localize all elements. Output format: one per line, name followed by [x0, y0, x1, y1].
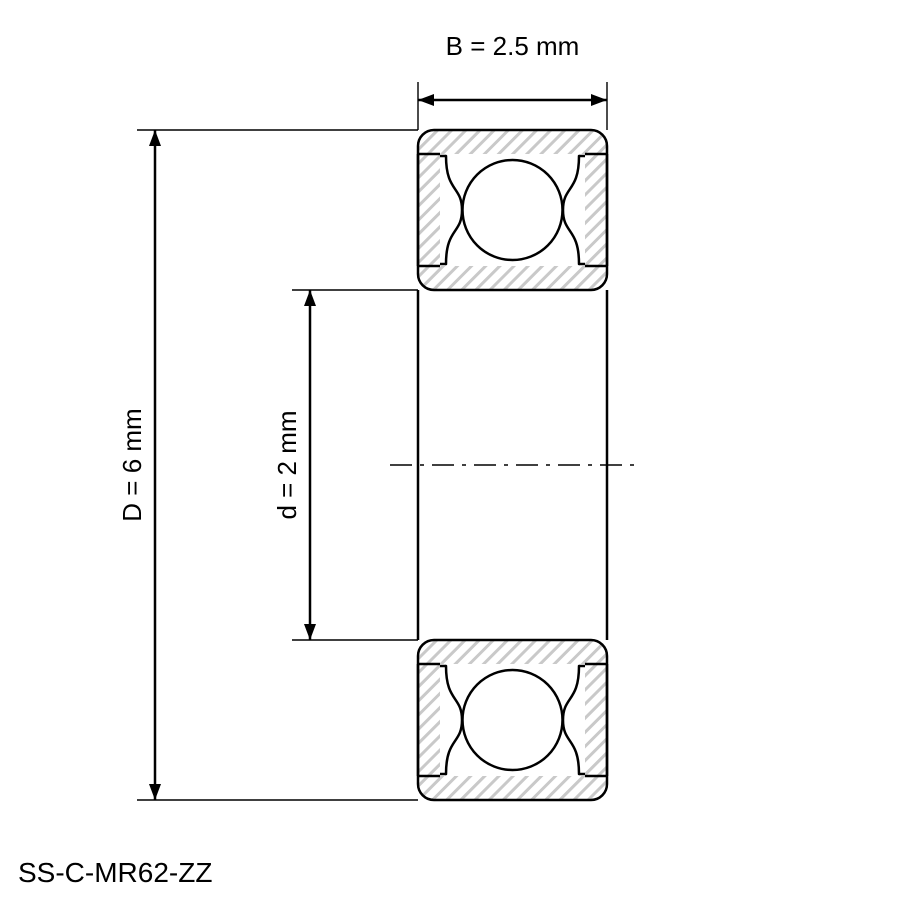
race-section	[418, 640, 607, 800]
dimension-arrowhead	[591, 94, 607, 106]
ball	[463, 160, 563, 260]
dim-label-B: B = 2.5 mm	[446, 31, 580, 61]
ball	[463, 670, 563, 770]
dimension-arrowhead	[149, 130, 161, 146]
dimension-arrowhead	[418, 94, 434, 106]
dimension-arrowhead	[304, 624, 316, 640]
part-number: SS-C-MR62-ZZ	[18, 857, 212, 888]
dimension-arrowhead	[304, 290, 316, 306]
dim-label-d: d = 2 mm	[272, 410, 302, 519]
dim-label-D: D = 6 mm	[117, 408, 147, 521]
race-section	[418, 130, 607, 290]
dimension-arrowhead	[149, 784, 161, 800]
